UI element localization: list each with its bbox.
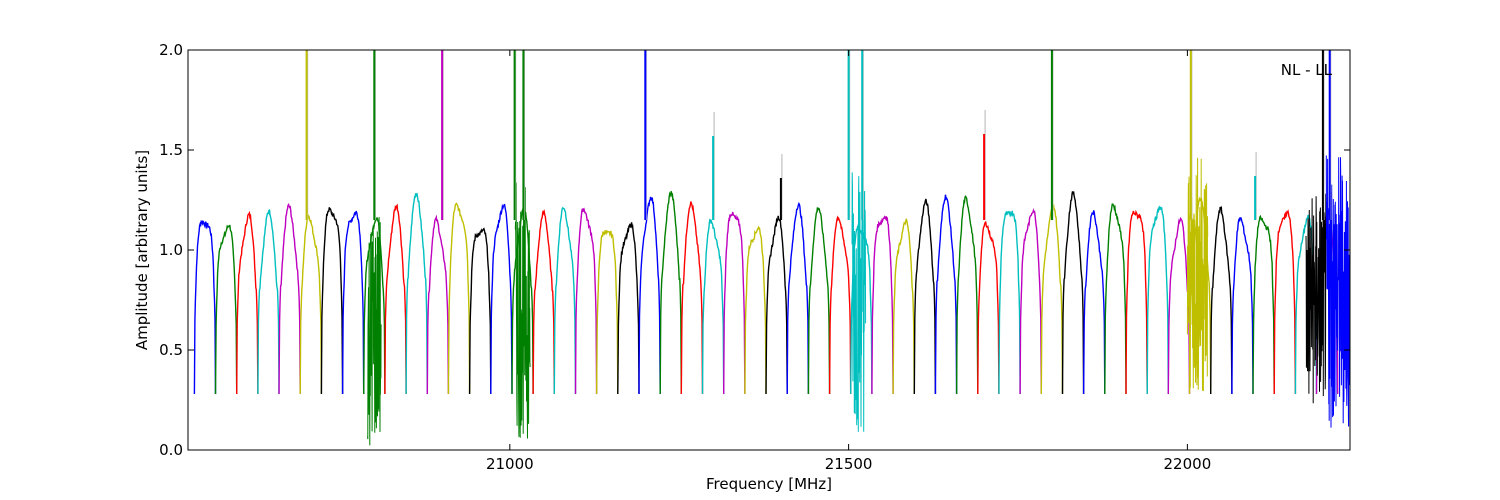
band-line bbox=[1209, 205, 1233, 395]
band-line bbox=[1082, 210, 1106, 395]
band-line bbox=[659, 191, 682, 395]
band-line bbox=[1040, 203, 1064, 395]
band-line bbox=[1252, 214, 1275, 395]
band-line bbox=[807, 207, 831, 395]
band-line bbox=[701, 218, 725, 395]
y-tick-label: 0.5 bbox=[159, 341, 183, 359]
band-line bbox=[1125, 209, 1148, 395]
band-line bbox=[744, 225, 767, 395]
band-line bbox=[257, 209, 280, 395]
band-line bbox=[871, 215, 894, 395]
band-line bbox=[384, 203, 407, 395]
band-line bbox=[193, 219, 217, 395]
x-tick-label: 22000 bbox=[1164, 455, 1212, 473]
band-line bbox=[934, 194, 958, 395]
band-line bbox=[278, 203, 301, 395]
band-line bbox=[977, 221, 1000, 395]
y-tick-label: 1.5 bbox=[159, 141, 183, 159]
band-line bbox=[490, 203, 513, 395]
band-line bbox=[638, 196, 661, 395]
band-line bbox=[236, 210, 259, 395]
band-line bbox=[341, 210, 365, 395]
x-axis-label: Frequency [MHz] bbox=[706, 475, 832, 493]
band-line bbox=[447, 202, 471, 395]
band-line bbox=[1019, 207, 1043, 395]
y-axis-label: Amplitude [arbitrary units] bbox=[133, 150, 151, 350]
band-line bbox=[765, 215, 788, 395]
band-line bbox=[1061, 191, 1085, 395]
band-line bbox=[913, 198, 937, 395]
band-line bbox=[723, 211, 746, 395]
band-line bbox=[426, 214, 450, 395]
band-line bbox=[595, 229, 619, 395]
band-line bbox=[405, 192, 428, 395]
band-line bbox=[828, 215, 852, 395]
band-line bbox=[363, 216, 386, 395]
noise-region-line bbox=[851, 172, 867, 432]
band-line bbox=[1231, 217, 1254, 395]
noise-region-line bbox=[367, 216, 382, 446]
band-line bbox=[680, 201, 704, 395]
band-line bbox=[1104, 203, 1127, 395]
band-line bbox=[1273, 209, 1297, 395]
band-line bbox=[892, 218, 915, 395]
band-line bbox=[617, 222, 640, 395]
series-layer bbox=[193, 50, 1350, 446]
y-tick-label: 1.0 bbox=[159, 241, 183, 259]
x-tick-label: 21500 bbox=[825, 455, 873, 473]
band-line bbox=[320, 207, 344, 395]
band-line bbox=[532, 208, 555, 395]
x-tick-label: 21000 bbox=[486, 455, 534, 473]
noise-region-line bbox=[1325, 155, 1350, 428]
band-line bbox=[214, 224, 238, 395]
plot-frame bbox=[187, 49, 1351, 451]
band-line bbox=[553, 206, 577, 395]
y-tick-label: 0.0 bbox=[159, 441, 183, 459]
band-line bbox=[786, 202, 810, 395]
noise-region-line bbox=[1186, 150, 1209, 392]
band-line bbox=[955, 195, 979, 395]
band-line bbox=[299, 214, 323, 395]
y-tick-label: 2.0 bbox=[159, 41, 183, 59]
band-line bbox=[1167, 216, 1191, 395]
band-line bbox=[1146, 205, 1170, 395]
band-line bbox=[468, 227, 492, 395]
noise-region-line bbox=[514, 182, 531, 439]
ticks-layer: 21000 21500 22000 0.0 0.5 1.0 1.5 2.0 bbox=[159, 41, 1350, 473]
band-line bbox=[574, 207, 598, 395]
noise-region-line bbox=[1305, 193, 1327, 404]
chart-annotation: NL - LL bbox=[1281, 61, 1333, 79]
band-line bbox=[998, 210, 1021, 395]
